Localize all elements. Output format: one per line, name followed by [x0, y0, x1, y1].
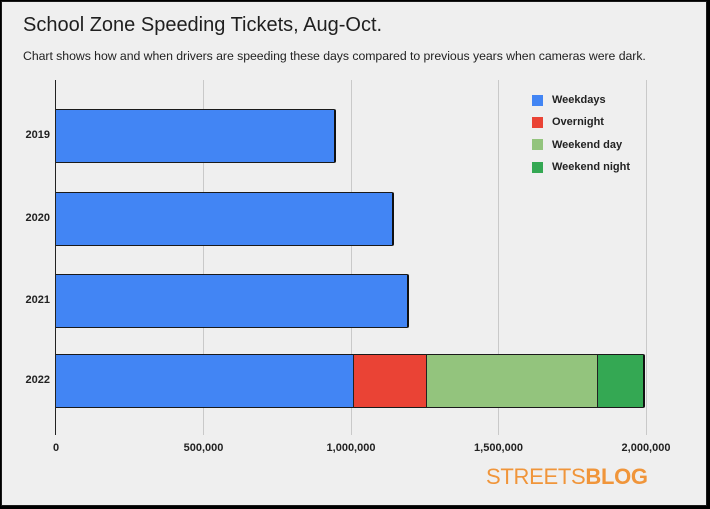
legend-item[interactable]: Weekend night: [532, 156, 630, 178]
x-tick-label: 2,000,000: [621, 442, 671, 454]
bar-segment-weekdays[interactable]: [56, 109, 336, 163]
y-axis-line: [55, 80, 56, 435]
chart-title: School Zone Speeding Tickets, Aug-Oct.: [23, 14, 383, 36]
gridline: [203, 80, 204, 435]
bar-2022[interactable]: [56, 354, 645, 408]
x-tick-label: 500,000: [183, 442, 224, 454]
chart-legend: Weekdays Overnight Weekend day Weekend nigh…: [532, 89, 630, 178]
legend-swatch-icon: [532, 161, 543, 173]
bar-segment-overnight[interactable]: [353, 354, 427, 408]
legend-swatch-icon: [532, 116, 543, 128]
bar-segment-weekdays[interactable]: [56, 354, 354, 408]
x-tick-label: 0: [52, 442, 60, 454]
legend-item[interactable]: Weekdays: [532, 89, 630, 111]
bar-2021[interactable]: [56, 274, 410, 328]
gridline: [498, 80, 499, 435]
x-tick-label: 1,500,000: [474, 442, 523, 454]
x-tick-label: 1,000,000: [326, 442, 376, 454]
legend-item[interactable]: Weekend day: [532, 134, 630, 156]
bar-2020[interactable]: [56, 192, 395, 246]
chart-subtitle: Chart shows how and when drivers are spe…: [23, 49, 646, 63]
legend-label: Weekend day: [552, 138, 623, 151]
y-category-label: 2021: [25, 294, 50, 306]
bar-segment-weekend-day[interactable]: [426, 354, 598, 408]
gridline: [645, 80, 647, 435]
y-category-label: 2019: [25, 129, 50, 141]
bar-segment-weekend-night[interactable]: [597, 354, 645, 408]
gridline: [350, 80, 352, 435]
legend-label: Weekdays: [552, 94, 606, 107]
bar-2019[interactable]: [56, 109, 336, 163]
bar-segment-weekdays[interactable]: [56, 192, 395, 246]
streetsblog-logo: STREETSBLOG: [486, 464, 648, 489]
legend-swatch-icon: [532, 94, 543, 106]
y-category-label: 2020: [25, 212, 50, 224]
legend-item[interactable]: Overnight: [532, 111, 630, 133]
y-category-label: 2022: [25, 374, 50, 386]
legend-label: Weekend night: [552, 161, 631, 174]
bar-segment-weekdays[interactable]: [56, 274, 410, 328]
legend-label: Overnight: [552, 116, 604, 129]
legend-swatch-icon: [532, 139, 543, 151]
